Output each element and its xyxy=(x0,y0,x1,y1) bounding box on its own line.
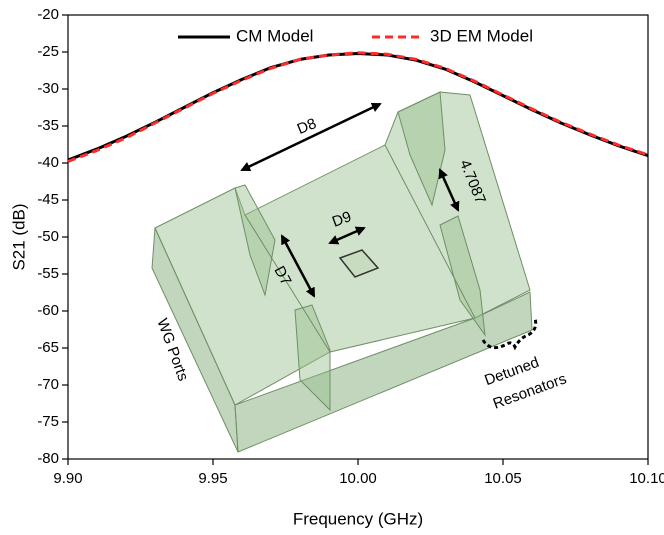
y-tick-label: -75 xyxy=(37,413,59,430)
x-tick-label: 10.00 xyxy=(339,470,377,487)
series-line xyxy=(68,53,648,162)
x-tick-label: 9.90 xyxy=(53,470,82,487)
y-tick-label: -55 xyxy=(37,265,59,282)
y-tick-label: -35 xyxy=(37,117,59,134)
x-tick-label: 10.05 xyxy=(484,470,522,487)
legend-label: CM Model xyxy=(236,26,313,45)
y-axis-title: S21 (dB) xyxy=(9,203,28,270)
inset-illustration: D8 D9 D7 4.7087 WG Ports Detuned Resonat… xyxy=(152,92,569,452)
y-tick-label: -20 xyxy=(37,6,59,23)
y-tick-label: -80 xyxy=(37,450,59,467)
y-tick-label: -60 xyxy=(37,302,59,319)
x-tick-label: 9.95 xyxy=(198,470,227,487)
series-line xyxy=(68,53,648,160)
chart: D8 D9 D7 4.7087 WG Ports Detuned Resonat… xyxy=(0,0,664,535)
y-tick-label: -40 xyxy=(37,154,59,171)
y-tick-label: -65 xyxy=(37,339,59,356)
x-tick-label: 10.10 xyxy=(629,470,664,487)
y-tick-label: -70 xyxy=(37,376,59,393)
legend-label: 3D EM Model xyxy=(430,26,533,45)
y-tick-label: -50 xyxy=(37,228,59,245)
x-axis-title: Frequency (GHz) xyxy=(293,509,423,528)
y-tick-label: -30 xyxy=(37,80,59,97)
y-tick-label: -45 xyxy=(37,191,59,208)
y-tick-label: -25 xyxy=(37,43,59,60)
